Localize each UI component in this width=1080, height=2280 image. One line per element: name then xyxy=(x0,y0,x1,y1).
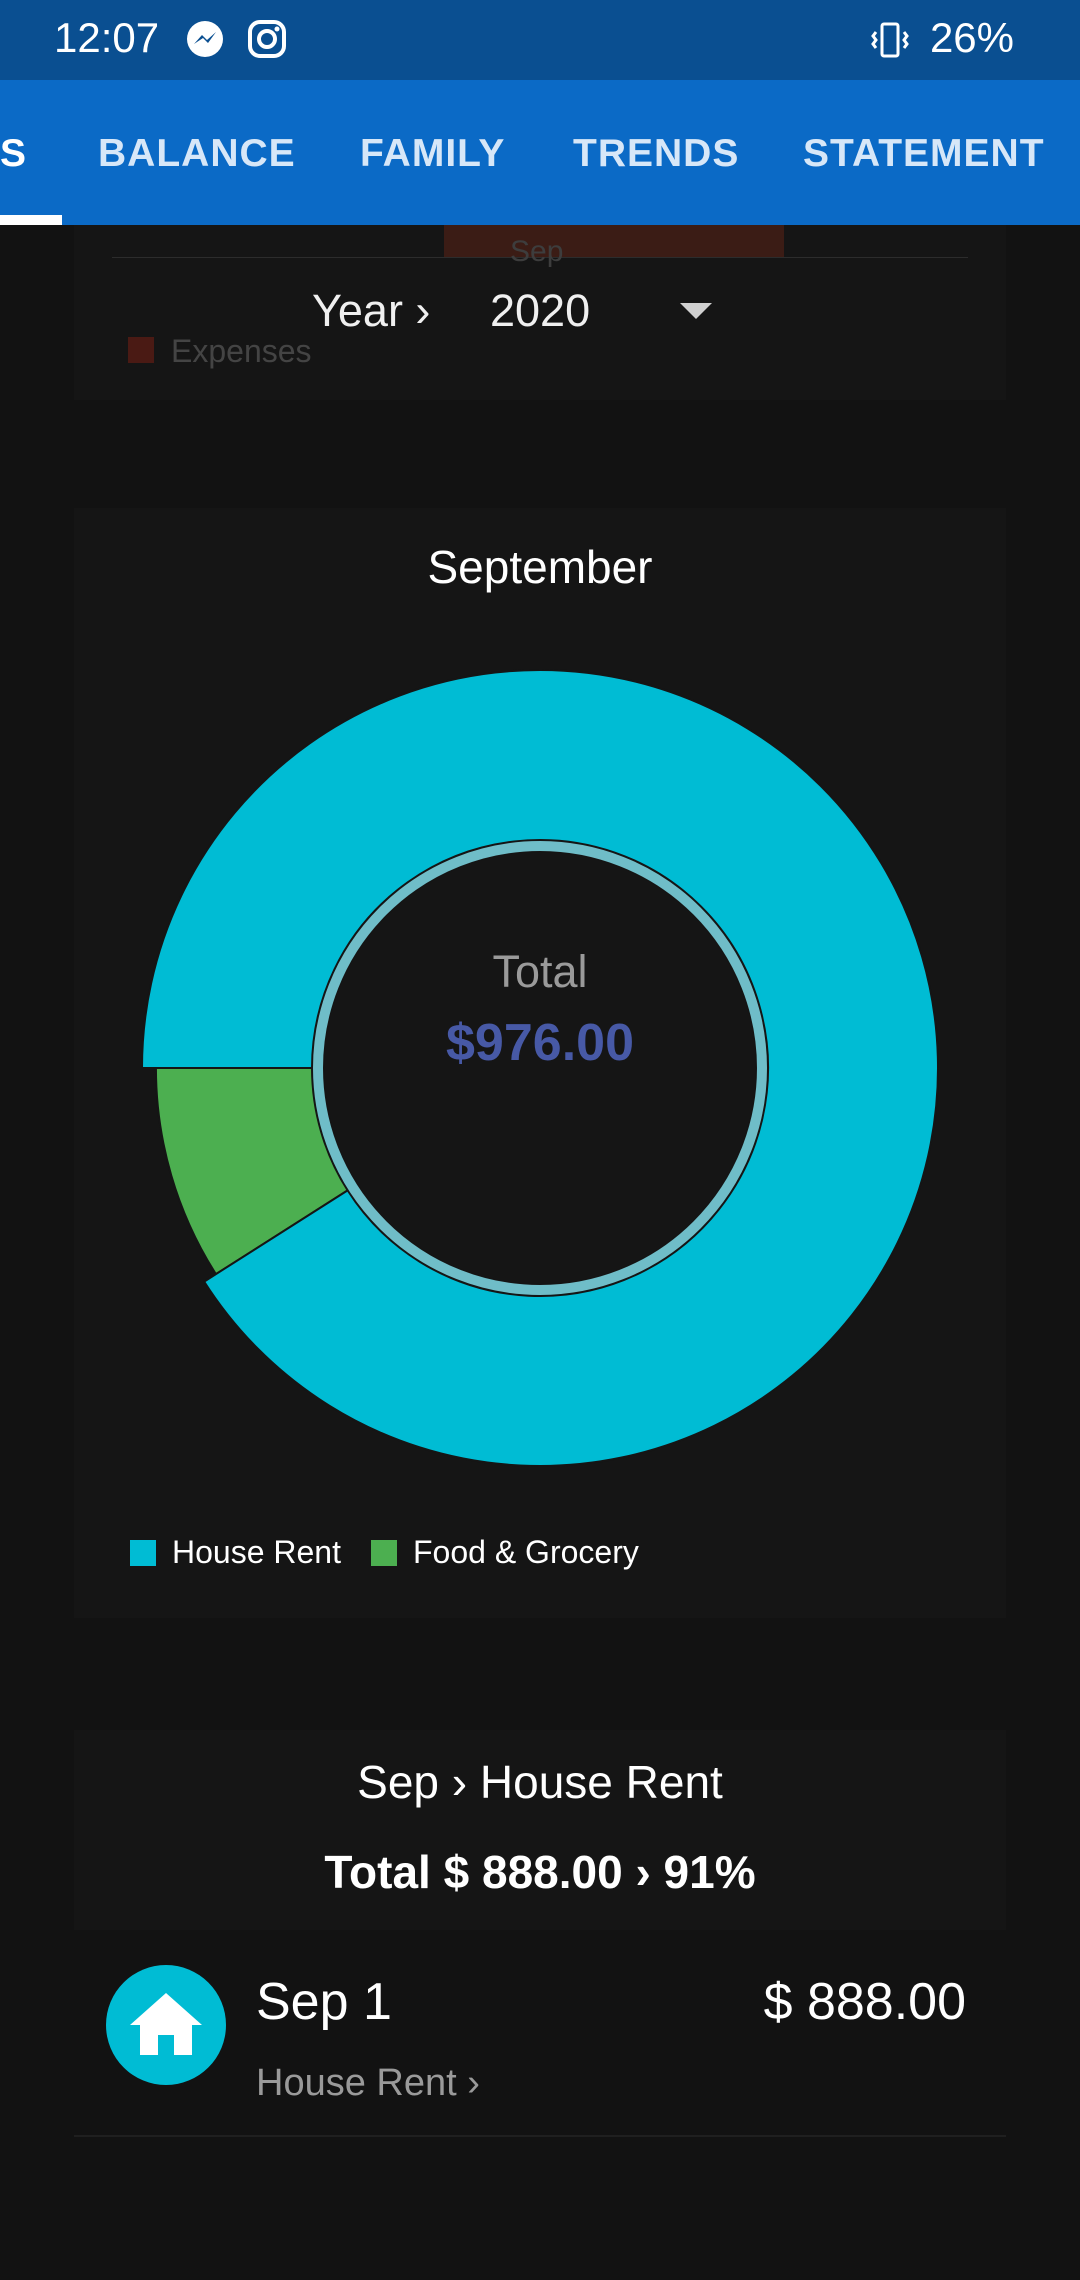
expenses-legend-label: Expenses xyxy=(171,333,312,369)
status-bar: 12:07 26% xyxy=(0,0,1080,80)
expense-bar xyxy=(444,225,784,257)
vibrate-icon xyxy=(871,22,909,58)
battery-level: 26% xyxy=(929,14,1014,61)
pie-legend: House Rent Food & Grocery xyxy=(130,1534,669,1571)
donut-chart[interactable] xyxy=(140,668,940,1468)
category-pie-card: September Total $976.00 House Rent Food … xyxy=(74,508,1006,1618)
legend-swatch-food-grocery xyxy=(370,1539,397,1566)
donut-hole xyxy=(324,852,756,1284)
tab-family[interactable]: FAMILY xyxy=(360,132,506,175)
dropdown-arrow-icon[interactable] xyxy=(680,303,712,319)
center-total-label: Total xyxy=(492,946,588,997)
legend-item-food-grocery: Food & Grocery xyxy=(370,1534,639,1571)
chart-axis-line xyxy=(112,257,968,258)
legend-label-house-rent: House Rent xyxy=(172,1534,341,1570)
tab-partial[interactable]: S xyxy=(0,132,28,175)
year-label: Year › xyxy=(312,285,431,336)
detail-title: Sep › House Rent xyxy=(357,1756,723,1808)
pie-title: September xyxy=(427,541,653,593)
transaction-row[interactable]: Sep 1 House Rent › $ 888.00 xyxy=(74,1940,1006,2137)
detail-total: Total $ 888.00 › 91% xyxy=(324,1846,756,1898)
instagram-icon xyxy=(248,20,286,58)
tab-indicator xyxy=(0,215,62,225)
donut-inner-ring xyxy=(313,841,767,1295)
status-time: 12:07 xyxy=(54,14,160,61)
transaction-category[interactable]: House Rent › xyxy=(256,2062,480,2104)
messenger-icon xyxy=(187,21,223,57)
monthly-bar-chart-card: Sep Expenses xyxy=(74,225,1006,400)
year-value[interactable]: 2020 xyxy=(490,285,591,336)
transaction-amount: $ 888.00 xyxy=(763,1973,966,2031)
category-detail-header: Sep › House Rent Total $ 888.00 › 91% xyxy=(74,1730,1006,1930)
tab-balance[interactable]: BALANCE xyxy=(98,132,296,175)
center-total-value: $976.00 xyxy=(446,1014,634,1072)
transaction-date: Sep 1 xyxy=(256,1973,392,2031)
legend-label-food-grocery: Food & Grocery xyxy=(412,1534,639,1570)
pie-slice-house-rent[interactable] xyxy=(140,669,939,1467)
house-icon xyxy=(106,1965,226,2085)
legend-item-house-rent: House Rent xyxy=(130,1534,341,1571)
legend-swatch-house-rent xyxy=(130,1539,156,1566)
tab-bar: S BALANCE FAMILY TRENDS STATEMENT xyxy=(0,80,1080,225)
year-selector[interactable]: Year › 2020 xyxy=(0,285,1080,345)
tab-trends[interactable]: TRENDS xyxy=(573,132,740,175)
bar-category-label: Sep xyxy=(510,235,564,268)
expenses-legend-swatch xyxy=(128,337,154,363)
tab-statement[interactable]: STATEMENT xyxy=(803,132,1045,175)
